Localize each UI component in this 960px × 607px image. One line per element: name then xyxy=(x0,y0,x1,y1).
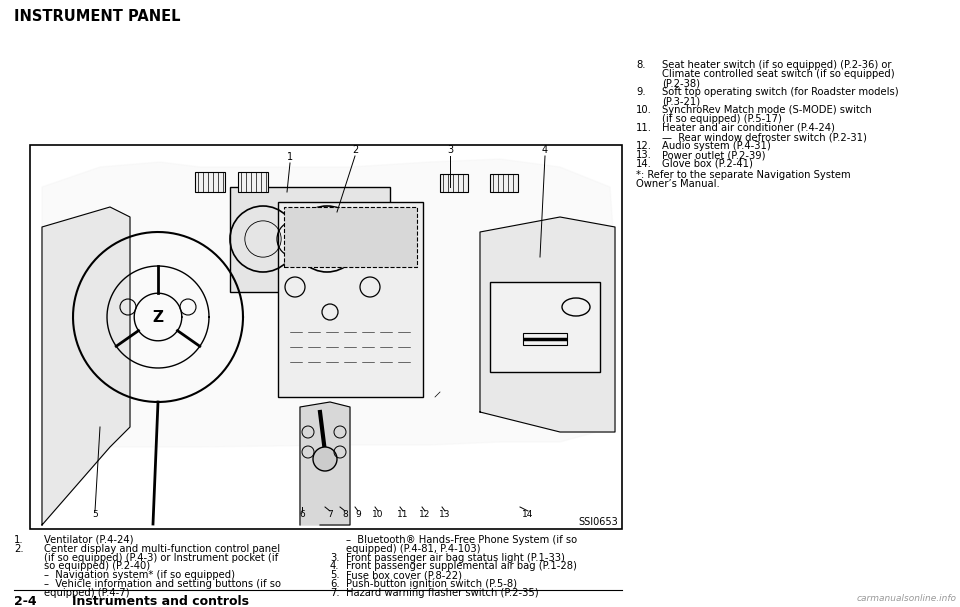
Text: Seat heater switch (if so equipped) (P.2-36) or: Seat heater switch (if so equipped) (P.2… xyxy=(662,60,892,70)
Text: 6.: 6. xyxy=(330,579,340,589)
Text: 7.: 7. xyxy=(330,588,340,598)
Polygon shape xyxy=(480,217,615,432)
Text: Power outlet (P.2-39): Power outlet (P.2-39) xyxy=(662,150,765,160)
Text: 2-4: 2-4 xyxy=(14,595,36,607)
Text: 1: 1 xyxy=(287,152,293,162)
Polygon shape xyxy=(300,402,350,525)
Text: 13.: 13. xyxy=(636,150,652,160)
Text: 3.: 3. xyxy=(330,552,340,563)
Text: 10: 10 xyxy=(372,510,384,519)
Text: (P.2-38): (P.2-38) xyxy=(662,78,700,88)
Text: 9: 9 xyxy=(355,510,361,519)
Bar xyxy=(440,174,468,192)
Text: 14: 14 xyxy=(522,510,534,519)
Text: (P.3-21): (P.3-21) xyxy=(662,96,700,106)
Text: Push-button ignition switch (P.5-8): Push-button ignition switch (P.5-8) xyxy=(346,579,517,589)
Text: Climate controlled seat switch (if so equipped): Climate controlled seat switch (if so eq… xyxy=(662,69,895,79)
Text: Front passenger air bag status light (P.1-33): Front passenger air bag status light (P.… xyxy=(346,552,564,563)
Text: (if so equipped) (P.4-3) or Instrument pocket (if: (if so equipped) (P.4-3) or Instrument p… xyxy=(44,552,278,563)
Text: 5.: 5. xyxy=(330,570,340,580)
Bar xyxy=(238,172,268,192)
Bar xyxy=(490,174,518,192)
Text: Glove box (P.2-41): Glove box (P.2-41) xyxy=(662,159,753,169)
Text: 6: 6 xyxy=(300,510,305,519)
Text: Owner’s Manual.: Owner’s Manual. xyxy=(636,179,720,189)
Text: 7: 7 xyxy=(327,510,333,519)
Text: 11: 11 xyxy=(397,510,409,519)
Text: 1.: 1. xyxy=(14,535,24,545)
Text: Instruments and controls: Instruments and controls xyxy=(72,595,249,607)
Text: SynchroRev Match mode (S-MODE) switch: SynchroRev Match mode (S-MODE) switch xyxy=(662,105,872,115)
Text: Fuse box cover (P.8-22): Fuse box cover (P.8-22) xyxy=(346,570,462,580)
Circle shape xyxy=(313,447,337,471)
Text: 2.: 2. xyxy=(14,544,24,554)
Text: 2: 2 xyxy=(352,145,358,155)
Text: 3: 3 xyxy=(447,145,453,155)
Text: carmanualsonline.info: carmanualsonline.info xyxy=(857,594,957,603)
Text: 4: 4 xyxy=(542,145,548,155)
Text: 8.: 8. xyxy=(636,60,645,70)
Bar xyxy=(230,187,390,292)
Text: —  Rear window defroster switch (P.2-31): — Rear window defroster switch (P.2-31) xyxy=(662,132,867,142)
Bar xyxy=(195,172,225,192)
Bar xyxy=(30,145,622,529)
Text: equipped) (P.4-7): equipped) (P.4-7) xyxy=(44,588,130,598)
Bar xyxy=(523,333,567,345)
Polygon shape xyxy=(42,159,615,525)
Text: INSTRUMENT PANEL: INSTRUMENT PANEL xyxy=(14,9,180,24)
Text: Z: Z xyxy=(153,310,163,325)
Text: (if so equipped) (P.5-17): (if so equipped) (P.5-17) xyxy=(662,114,781,124)
Text: Soft top operating switch (for Roadster models): Soft top operating switch (for Roadster … xyxy=(662,87,899,97)
Text: 12: 12 xyxy=(420,510,431,519)
Text: *: Refer to the separate Navigation System: *: Refer to the separate Navigation Syst… xyxy=(636,170,851,180)
Text: Audio system (P.4-31): Audio system (P.4-31) xyxy=(662,141,771,151)
Text: 11.: 11. xyxy=(636,123,652,133)
Text: 12.: 12. xyxy=(636,141,652,151)
Text: –  Vehicle information and setting buttons (if so: – Vehicle information and setting button… xyxy=(44,579,281,589)
Text: 8: 8 xyxy=(342,510,348,519)
Text: Ventilator (P.4-24): Ventilator (P.4-24) xyxy=(44,535,133,545)
Text: SSI0653: SSI0653 xyxy=(578,517,618,527)
Text: Center display and multi-function control panel: Center display and multi-function contro… xyxy=(44,544,280,554)
Text: Heater and air conditioner (P.4-24): Heater and air conditioner (P.4-24) xyxy=(662,123,835,133)
Text: 9.: 9. xyxy=(636,87,646,97)
Text: equipped) (P.4-81, P.4-103): equipped) (P.4-81, P.4-103) xyxy=(346,544,481,554)
Text: –  Bluetooth® Hands-Free Phone System (if so: – Bluetooth® Hands-Free Phone System (if… xyxy=(346,535,577,545)
Text: –  Navigation system* (if so equipped): – Navigation system* (if so equipped) xyxy=(44,570,235,580)
Text: 10.: 10. xyxy=(636,105,652,115)
Text: so equipped) (P.2-40): so equipped) (P.2-40) xyxy=(44,561,150,571)
Text: Front passenger supplemental air bag (P.1-28): Front passenger supplemental air bag (P.… xyxy=(346,561,577,571)
Text: Hazard warning flasher switch (P.2-35): Hazard warning flasher switch (P.2-35) xyxy=(346,588,539,598)
Text: 13: 13 xyxy=(440,510,451,519)
Text: 5: 5 xyxy=(92,510,98,519)
Text: 14.: 14. xyxy=(636,159,652,169)
Text: 4.: 4. xyxy=(330,561,340,571)
Polygon shape xyxy=(42,207,130,525)
Bar xyxy=(278,202,423,397)
Bar xyxy=(490,282,600,372)
Bar xyxy=(284,207,417,267)
